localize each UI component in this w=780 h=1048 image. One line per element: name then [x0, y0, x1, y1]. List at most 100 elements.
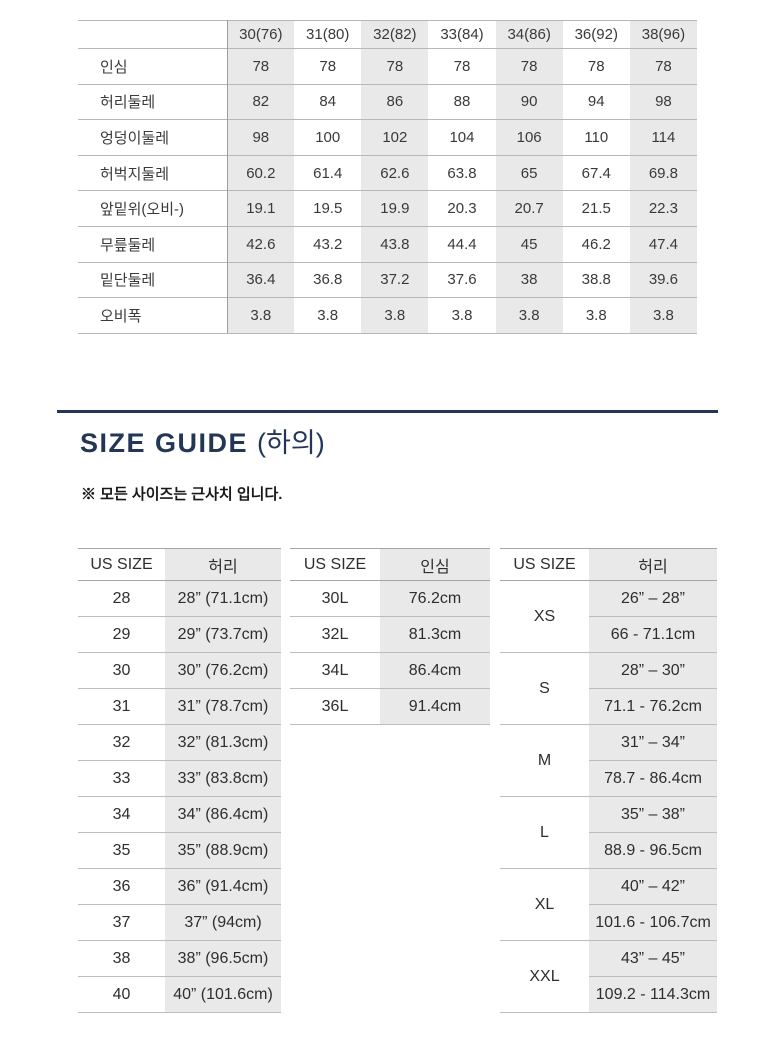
page-title-kr: (하의) [257, 428, 325, 458]
measure-cell: 34” (86.4cm) [165, 796, 281, 833]
spec-cell: 94 [562, 83, 630, 120]
waist-row: 30 30” (76.2cm) [78, 652, 281, 689]
waist-row: 38 38” (96.5cm) [78, 940, 281, 977]
spec-cell: 78 [361, 48, 429, 85]
spec-cell: 78 [428, 48, 496, 85]
letter-size-row-cm: 109.2 - 114.3cm [500, 976, 717, 1013]
inseam-row: 30L 76.2cm [290, 580, 490, 617]
size-cell: 35 [78, 832, 165, 869]
spec-row: 엉덩이둘레 98 100 102 104 106 110 114 [78, 119, 697, 156]
spec-cell: 110 [562, 119, 630, 156]
letter-size-row: XS 26” – 28” [500, 580, 717, 653]
inch-range-cell: 26” – 28” [589, 580, 717, 617]
letter-size-row-cm: 101.6 - 106.7cm [500, 904, 717, 941]
spec-col-header: 33(84) [428, 20, 496, 49]
spec-cell: 63.8 [428, 154, 496, 191]
spec-cell: 21.5 [562, 190, 630, 227]
spec-cell: 98 [227, 119, 295, 156]
us-waist-table: US SIZE 허리 28 28” (71.1cm) 29 29” (73.7cm) 30 3… [78, 548, 281, 1013]
waist-row: 36 36” (91.4cm) [78, 868, 281, 905]
spec-cell: 78 [562, 48, 630, 85]
spec-cell: 65 [495, 154, 563, 191]
spec-row: 허벅지둘레 60.2 61.4 62.6 63.8 65 67.4 69.8 [78, 154, 697, 191]
spec-cell: 22.3 [629, 190, 697, 227]
spec-cell: 60.2 [227, 154, 295, 191]
spec-col-header: 31(80) [294, 20, 362, 49]
spec-row-label: 허리둘레 [78, 83, 228, 120]
spec-col-header: 36(92) [562, 20, 630, 49]
spec-row-label: 무릎둘레 [78, 225, 228, 263]
spec-cell: 3.8 [294, 297, 362, 334]
waist-row: 28 28” (71.1cm) [78, 580, 281, 617]
waist-row: 29 29” (73.7cm) [78, 616, 281, 653]
measure-cell: 38” (96.5cm) [165, 940, 281, 977]
spec-col-header: 30(76) [227, 20, 295, 49]
measure-cell: 31” (78.7cm) [165, 688, 281, 725]
page-title-en: SIZE GUIDE [80, 428, 249, 458]
waist-row: 33 33” (83.8cm) [78, 760, 281, 797]
letter-size-cell: S [500, 652, 589, 725]
size-cell: 37 [78, 904, 165, 941]
spec-table-body: 인심 78 78 78 78 78 78 78 허리둘레 82 84 86 88 90 94 98 엉덩이둘레 9… [78, 48, 697, 334]
inseam-table-header-row: US SIZE 인심 [290, 548, 490, 581]
spec-cell: 90 [495, 83, 563, 120]
spec-cell: 3.8 [361, 297, 429, 334]
size-cell: 31 [78, 688, 165, 725]
spec-cell: 100 [294, 119, 362, 156]
size-cell: 29 [78, 616, 165, 653]
letter-size-row-cm: 88.9 - 96.5cm [500, 832, 717, 869]
spec-row-label: 허벅지둘레 [78, 154, 228, 191]
inseam-row: 34L 86.4cm [290, 652, 490, 689]
spec-cell: 106 [495, 119, 563, 156]
spec-cell: 84 [294, 83, 362, 120]
spec-cell: 39.6 [629, 261, 697, 298]
spec-cell: 47.4 [629, 225, 697, 263]
measure-cell: 86.4cm [380, 652, 490, 689]
spec-cell: 67.4 [562, 154, 630, 191]
inch-range-cell: 31” – 34” [589, 724, 717, 761]
letter-size-row-cm: 66 - 71.1cm [500, 616, 717, 653]
spec-cell: 69.8 [629, 154, 697, 191]
letter-size-row-cm: 78.7 - 86.4cm [500, 760, 717, 797]
size-cell: 36L [290, 688, 380, 725]
waist-row: 34 34” (86.4cm) [78, 796, 281, 833]
section-divider [57, 410, 718, 413]
letter-size-row: XL 40” – 42” [500, 868, 717, 941]
size-cell: 32 [78, 724, 165, 761]
letter-size-cell: XS [500, 580, 589, 653]
spec-cell: 82 [227, 83, 295, 120]
spec-cell: 19.1 [227, 190, 295, 227]
spec-cell: 36.8 [294, 261, 362, 298]
size-cell: 40 [78, 976, 165, 1013]
spec-cell: 3.8 [629, 297, 697, 334]
letter-size-row: L 35” – 38” [500, 796, 717, 869]
inch-range-cell: 40” – 42” [589, 868, 717, 905]
size-cell: 38 [78, 940, 165, 977]
waist-row: 40 40” (101.6cm) [78, 976, 281, 1013]
size-cell: 30 [78, 652, 165, 689]
spec-cell: 20.3 [428, 190, 496, 227]
letter-size-row-cm: 71.1 - 76.2cm [500, 688, 717, 725]
spec-row-label: 엉덩이둘레 [78, 119, 228, 156]
measure-cell: 28” (71.1cm) [165, 580, 281, 617]
us-size-header: US SIZE [500, 548, 589, 581]
letter-size-cell: XL [500, 868, 589, 941]
spec-table: 30(76) 31(80) 32(82) 33(84) 34(86) 36(92) 38(9… [78, 20, 697, 334]
us-inseam-table: US SIZE 인심 30L 76.2cm 32L 81.3cm 34L 86.4cm 36L 9… [290, 548, 490, 725]
measure-cell: 91.4cm [380, 688, 490, 725]
spec-cell: 42.6 [227, 225, 295, 263]
letter-size-cell: XXL [500, 940, 589, 1013]
size-cell: 32L [290, 616, 380, 653]
spec-cell: 78 [294, 48, 362, 85]
letter-size-row: XXL 43” – 45” [500, 940, 717, 1013]
letter-size-row: M 31” – 34” [500, 724, 717, 797]
spec-cell: 37.6 [428, 261, 496, 298]
waist-row: 31 31” (78.7cm) [78, 688, 281, 725]
spec-row: 오비폭 3.8 3.8 3.8 3.8 3.8 3.8 3.8 [78, 297, 697, 334]
spec-cell: 3.8 [227, 297, 295, 334]
measure-cell: 30” (76.2cm) [165, 652, 281, 689]
spec-cell: 3.8 [495, 297, 563, 334]
measure-cell: 35” (88.9cm) [165, 832, 281, 869]
spec-corner-cell [78, 20, 228, 49]
